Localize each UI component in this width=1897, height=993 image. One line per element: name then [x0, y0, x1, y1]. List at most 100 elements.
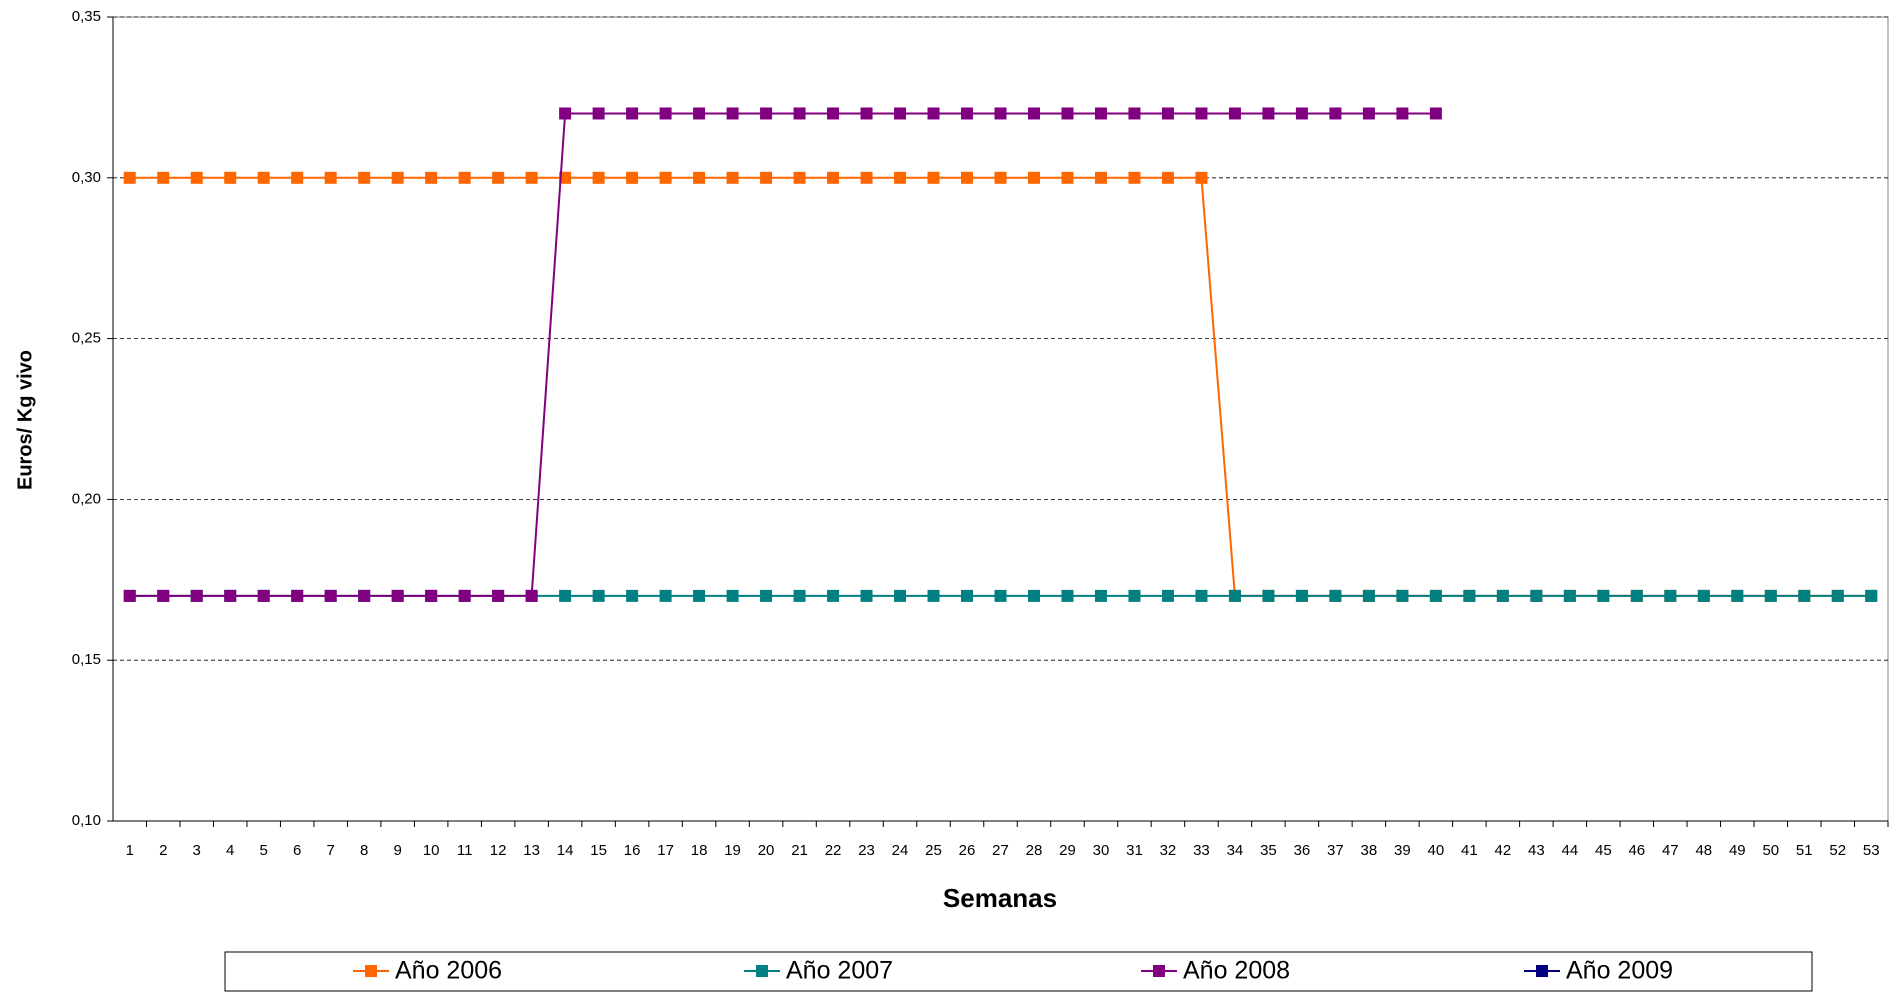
series-marker	[693, 107, 706, 120]
series-marker	[458, 589, 471, 602]
x-tick-label: 38	[1361, 842, 1378, 859]
x-tick-label: 19	[724, 842, 741, 859]
series-marker	[1563, 589, 1576, 602]
x-tick-label: 10	[423, 842, 440, 859]
series-marker	[1061, 171, 1074, 184]
series-marker	[1262, 107, 1275, 120]
series-marker	[760, 107, 773, 120]
series-marker	[525, 589, 538, 602]
series-marker	[190, 589, 203, 602]
series-marker	[860, 171, 873, 184]
series-marker	[592, 171, 605, 184]
series-marker	[1295, 589, 1308, 602]
legend-label: Año 2009	[1566, 957, 1673, 985]
series-marker	[492, 171, 505, 184]
x-tick-label: 31	[1126, 842, 1143, 859]
series-marker	[1530, 589, 1543, 602]
x-tick-label: 14	[557, 842, 574, 859]
series-marker	[1128, 171, 1141, 184]
series-marker	[425, 589, 438, 602]
series-marker	[358, 589, 371, 602]
series-marker	[760, 171, 773, 184]
series-marker	[1128, 589, 1141, 602]
series-marker	[961, 171, 974, 184]
series-marker	[592, 589, 605, 602]
x-tick-label: 13	[523, 842, 540, 859]
series-marker	[726, 589, 739, 602]
series-marker	[1463, 589, 1476, 602]
x-tick-label: 3	[193, 842, 201, 859]
x-tick-label: 27	[992, 842, 1009, 859]
x-tick-label: 49	[1729, 842, 1746, 859]
y-tick-label: 0,15	[72, 651, 101, 668]
series-marker	[927, 107, 940, 120]
plot-area	[112, 16, 1889, 822]
series-marker	[860, 107, 873, 120]
series-marker	[257, 171, 270, 184]
y-tick-label: 0,10	[72, 812, 101, 829]
x-tick-label: 42	[1495, 842, 1512, 859]
series-marker	[157, 171, 170, 184]
series-marker	[760, 589, 773, 602]
series-marker	[1396, 589, 1409, 602]
series-marker	[123, 171, 136, 184]
series-marker	[1329, 589, 1342, 602]
series-marker	[1027, 171, 1040, 184]
y-tick-label: 0,35	[72, 8, 101, 25]
x-tick-label: 2	[159, 842, 167, 859]
x-tick-label: 16	[624, 842, 641, 859]
series-marker	[1195, 107, 1208, 120]
x-tick-label: 51	[1796, 842, 1813, 859]
series-marker	[525, 171, 538, 184]
series-marker	[1061, 107, 1074, 120]
series-marker	[123, 589, 136, 602]
series-marker	[927, 171, 940, 184]
series-marker	[1094, 589, 1107, 602]
x-tick-label: 21	[791, 842, 808, 859]
series-marker	[1027, 589, 1040, 602]
series-marker	[1094, 171, 1107, 184]
series-marker	[961, 589, 974, 602]
series-marker	[626, 171, 639, 184]
x-tick-label: 5	[260, 842, 268, 859]
series-marker	[190, 171, 203, 184]
x-tick-label: 28	[1026, 842, 1043, 859]
series-marker	[1496, 589, 1509, 602]
series-marker	[1865, 589, 1878, 602]
series-marker	[626, 589, 639, 602]
series-marker	[793, 589, 806, 602]
series-marker	[994, 107, 1007, 120]
y-tick-label: 0,30	[72, 169, 101, 186]
x-tick-label: 52	[1829, 842, 1846, 859]
series-marker	[961, 107, 974, 120]
x-tick-label: 39	[1394, 842, 1411, 859]
series-marker	[994, 589, 1007, 602]
x-tick-label: 36	[1294, 842, 1311, 859]
series-marker	[592, 107, 605, 120]
series-marker	[659, 107, 672, 120]
series-marker	[157, 589, 170, 602]
series-marker	[224, 589, 237, 602]
series-marker	[559, 589, 572, 602]
x-tick-label: 32	[1160, 842, 1177, 859]
series-marker	[1061, 589, 1074, 602]
x-tick-label: 37	[1327, 842, 1344, 859]
series-marker	[1429, 589, 1442, 602]
series-marker	[793, 171, 806, 184]
series-marker	[1630, 589, 1643, 602]
x-tick-label: 9	[393, 842, 401, 859]
legend-label: Año 2006	[395, 957, 502, 985]
series-marker	[1195, 589, 1208, 602]
series-marker	[1831, 589, 1844, 602]
y-tick-label: 0,25	[72, 330, 101, 347]
x-tick-label: 53	[1863, 842, 1880, 859]
series-marker	[1128, 107, 1141, 120]
series-marker	[1597, 589, 1610, 602]
x-tick-label: 1	[126, 842, 134, 859]
legend-marker	[365, 965, 377, 977]
series-marker	[1295, 107, 1308, 120]
series-marker	[1396, 107, 1409, 120]
x-tick-label: 50	[1762, 842, 1779, 859]
series-marker	[726, 171, 739, 184]
